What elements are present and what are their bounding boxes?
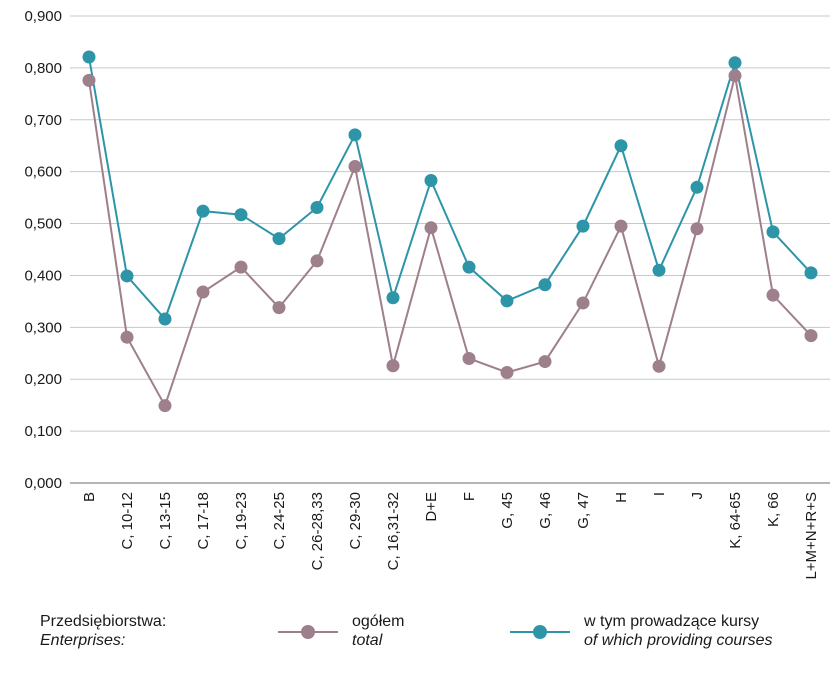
x-tick-label: H [613, 492, 630, 503]
y-tick-label: 0,600 [24, 164, 62, 181]
data-point-0-8 [386, 359, 400, 373]
data-point-1-10 [462, 260, 476, 274]
y-tick-label: 0,700 [24, 112, 62, 129]
data-point-1-19 [804, 266, 818, 280]
x-axis-ticks: B C, 10-12 C, 13-15 C, 17-18 C, 19-23 C, 24-2… [81, 492, 820, 580]
legend-title-pl: Przedsiębiorstwa: [40, 613, 167, 630]
series-points [82, 50, 818, 413]
legend-s2-en: of which providing courses [584, 632, 773, 649]
legend-s1-pl: ogółem [352, 613, 405, 630]
x-tick-label: D+E [423, 492, 440, 522]
legend-label-total: ogółem total [352, 612, 404, 650]
x-tick-label: C, 24-25 [271, 492, 288, 550]
y-tick-label: 0,400 [24, 267, 62, 284]
x-tick-label: C, 13-15 [157, 492, 174, 550]
data-point-0-13 [576, 296, 590, 310]
data-point-1-6 [310, 200, 324, 214]
data-point-1-18 [766, 225, 780, 239]
legend-s1-en: total [352, 632, 383, 649]
data-point-1-2 [158, 312, 172, 326]
data-point-1-14 [614, 139, 628, 153]
legend-title-en: Enterprises: [40, 632, 126, 649]
y-tick-label: 0,900 [24, 8, 62, 25]
data-point-1-1 [120, 269, 134, 283]
x-tick-label: J [689, 492, 706, 500]
data-point-1-8 [386, 291, 400, 305]
x-tick-label: C, 26-28,33 [309, 492, 326, 570]
y-tick-label: 0,200 [24, 371, 62, 388]
x-tick-label: K, 66 [765, 492, 782, 527]
data-point-0-18 [766, 288, 780, 302]
data-point-1-11 [500, 294, 514, 308]
data-point-0-6 [310, 254, 324, 268]
data-point-0-16 [690, 222, 704, 236]
y-axis-ticks: 0,000 0,100 0,200 0,300 0,400 0,500 0,600 0,700… [24, 8, 62, 492]
data-point-1-4 [234, 208, 248, 222]
data-point-0-4 [234, 260, 248, 274]
y-tick-label: 0,100 [24, 423, 62, 440]
x-tick-label: L+M+N+R+S [803, 492, 820, 580]
data-point-1-7 [348, 128, 362, 142]
legend-swatch-courses [510, 625, 570, 639]
x-tick-label: C, 16,31-32 [385, 492, 402, 570]
data-point-0-15 [652, 359, 666, 373]
data-point-0-5 [272, 301, 286, 315]
x-tick-label: C, 29-30 [347, 492, 364, 550]
data-point-1-5 [272, 232, 286, 246]
x-tick-label: G, 45 [499, 492, 516, 529]
line-chart: 0,000 0,100 0,200 0,300 0,400 0,500 0,600 0,700… [24, 8, 830, 580]
legend-title: Przedsiębiorstwa: Enterprises: [40, 612, 166, 650]
data-point-1-13 [576, 219, 590, 233]
data-point-1-12 [538, 278, 552, 292]
data-point-1-16 [690, 180, 704, 194]
y-tick-label: 0,300 [24, 319, 62, 336]
y-tick-label: 0,000 [24, 475, 62, 492]
data-point-1-0 [82, 50, 96, 64]
data-point-1-9 [424, 173, 438, 187]
data-point-0-1 [120, 330, 134, 344]
legend-swatch-total [278, 625, 338, 639]
series-line-0 [88, 75, 812, 409]
legend: Przedsiębiorstwa: Enterprises: ogółem to… [0, 608, 836, 682]
x-tick-label: B [81, 492, 98, 502]
data-point-0-9 [424, 221, 438, 235]
data-point-0-19 [804, 329, 818, 343]
x-tick-label: C, 19-23 [233, 492, 250, 550]
x-tick-label: G, 47 [575, 492, 592, 529]
data-point-0-12 [538, 355, 552, 369]
x-tick-label: C, 17-18 [195, 492, 212, 550]
data-point-1-17 [728, 56, 742, 70]
legend-s2-pl: w tym prowadzące kursy [584, 613, 760, 630]
data-point-0-17 [728, 69, 742, 83]
legend-label-courses: w tym prowadzące kursy of which providin… [584, 612, 773, 650]
data-point-0-14 [614, 219, 628, 233]
x-tick-label: C, 10-12 [119, 492, 136, 550]
y-tick-label: 0,500 [24, 216, 62, 233]
data-point-0-2 [158, 399, 172, 413]
data-point-1-3 [196, 204, 210, 218]
data-point-0-10 [462, 351, 476, 365]
data-point-0-7 [348, 159, 362, 173]
y-tick-label: 0,800 [24, 60, 62, 77]
data-point-0-3 [196, 285, 210, 299]
x-tick-label: I [651, 492, 668, 496]
gridlines [70, 15, 830, 484]
x-tick-label: G, 46 [537, 492, 554, 529]
data-point-0-0 [82, 73, 96, 87]
x-tick-label: F [461, 492, 478, 501]
x-tick-label: K, 64-65 [727, 492, 744, 549]
data-point-1-15 [652, 263, 666, 277]
data-point-0-11 [500, 365, 514, 379]
